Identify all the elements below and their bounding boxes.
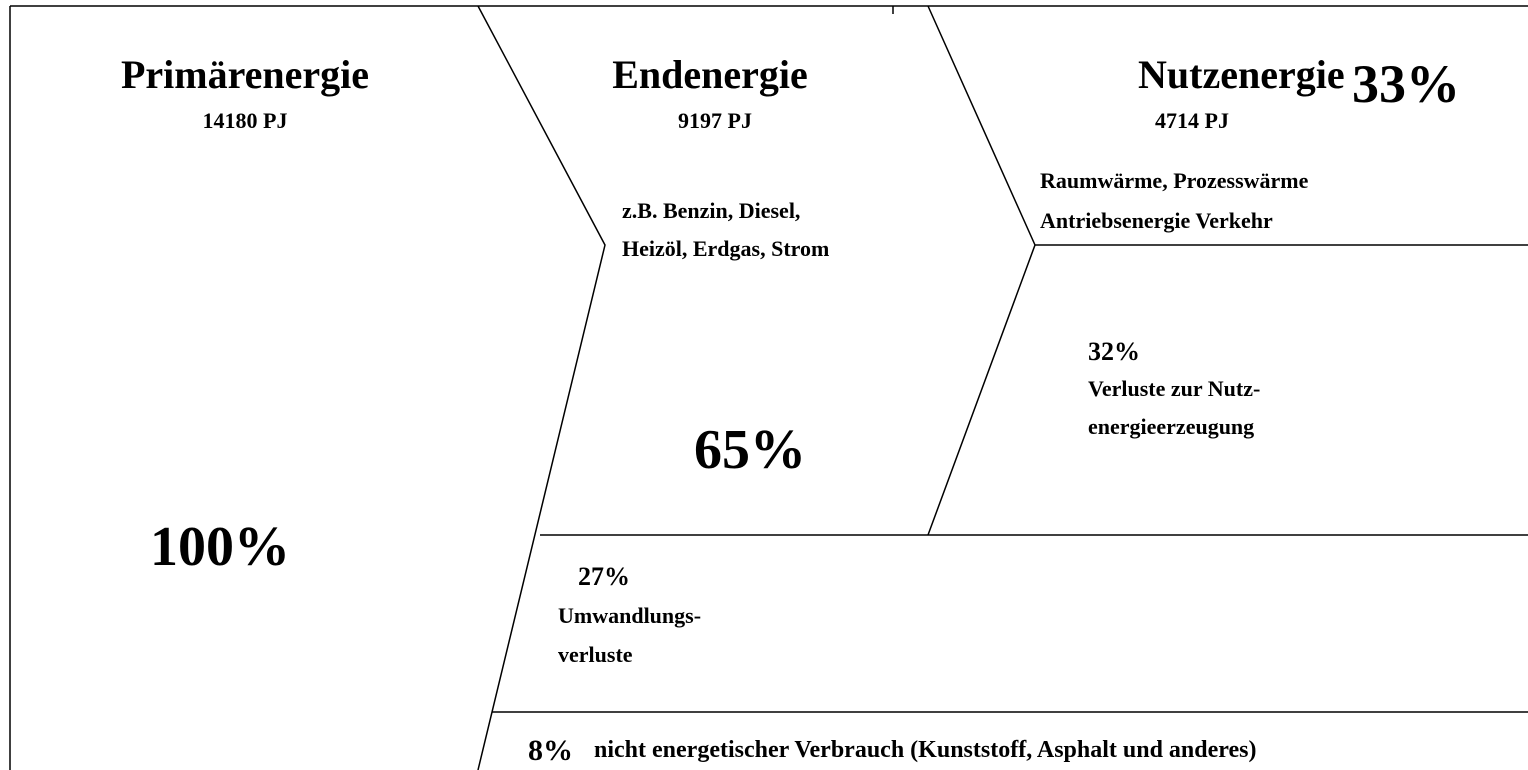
stage-title: Endenergie xyxy=(612,52,808,97)
stage-title: Nutzenergie xyxy=(1138,52,1345,97)
stage-title: Primärenergie xyxy=(121,52,369,97)
loss-label: energieerzeugung xyxy=(1088,414,1254,439)
loss-label: verluste xyxy=(558,642,633,667)
stage-detail: Antriebsenergie Verkehr xyxy=(1040,208,1273,233)
loss-share: 27% xyxy=(578,562,630,591)
chevron-divider xyxy=(927,5,1036,536)
stage-share: 33% xyxy=(1352,54,1460,114)
loss-share: 32% xyxy=(1088,337,1140,366)
stage-share: 65% xyxy=(694,419,806,481)
loss-label: Umwandlungs- xyxy=(558,603,701,628)
loss-label: Verluste zur Nutz- xyxy=(1088,376,1260,401)
stage-amount: 9197 PJ xyxy=(678,108,752,133)
stage-amount: 14180 PJ xyxy=(203,108,288,133)
stage-detail: Raumwärme, Prozesswärme xyxy=(1040,168,1309,193)
loss-label: nicht energetischer Verbrauch (Kunststof… xyxy=(594,737,1256,763)
stage-share: 100% xyxy=(150,516,290,578)
loss-share: 8% xyxy=(528,734,573,767)
stage-detail: z.B. Benzin, Diesel, xyxy=(622,198,800,223)
stage-detail: Heizöl, Erdgas, Strom xyxy=(622,236,829,261)
chevron-divider xyxy=(477,5,606,770)
stage-amount: 4714 PJ xyxy=(1155,108,1229,133)
